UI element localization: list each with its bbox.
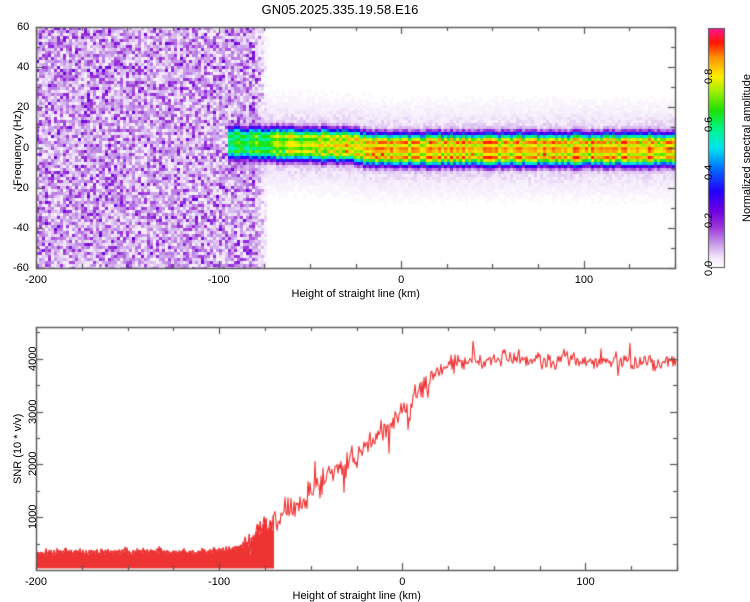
snr-ylabel: SNR (10 * v/v) [12, 413, 24, 484]
spectrogram-plot-area[interactable] [36, 27, 675, 268]
spectrogram-xtick-0: -200 [25, 274, 48, 286]
snr-xlabel: Height of straight line (km) [292, 590, 421, 602]
snr-xtick-0: -200 [25, 576, 48, 588]
spectrogram-ytick-4: 20 [17, 101, 30, 114]
spectrogram-ytick-2: -20 [13, 181, 29, 194]
spectrogram-ytick-5: 40 [17, 61, 30, 74]
spectrogram-xtick-2: 0 [398, 274, 405, 286]
snr-xtick-2: 0 [399, 576, 406, 588]
spectrogram-xlabel: Height of straight line (km) [291, 288, 420, 300]
spectrogram-xtick-3: 100 [574, 274, 594, 286]
colorbar-scale[interactable] [708, 28, 725, 268]
colorbar-label: Normalized spectral amplitude [741, 74, 750, 222]
spectrogram-xtick-1: -100 [207, 274, 230, 286]
snr-plot-area[interactable] [36, 327, 677, 570]
snr-xtick-1: -100 [208, 576, 231, 588]
snr-xtick-3: 100 [576, 576, 595, 588]
spectrogram-ylabel: Frequency (Hz) [12, 109, 24, 186]
spectrogram-ytick-3: 0 [23, 141, 30, 154]
spectrogram-ytick-0: -60 [13, 262, 29, 274]
spectrogram-ytick-6: 60 [17, 21, 30, 33]
spectrogram-ytick-1: -40 [13, 221, 29, 234]
